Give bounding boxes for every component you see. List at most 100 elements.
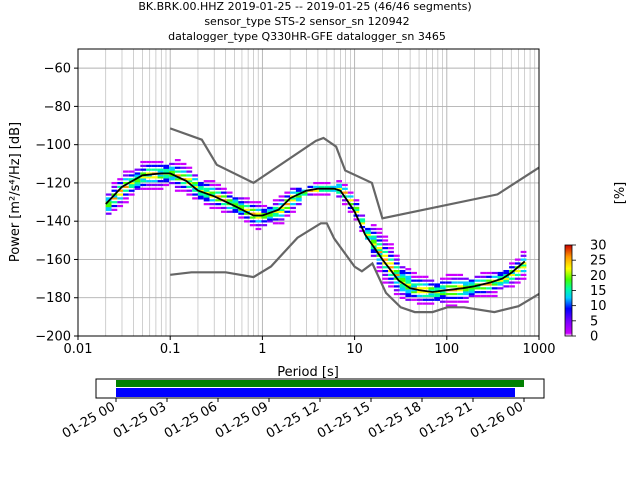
heatmap-cell	[463, 296, 469, 299]
heatmap-cell	[238, 204, 245, 208]
heatmap-cell	[123, 189, 129, 192]
heatmap-cell	[278, 208, 285, 211]
heatmap-cell	[134, 174, 141, 177]
heatmap-cell	[486, 287, 492, 290]
heatmap-cell	[123, 181, 129, 185]
heatmap-cell	[238, 212, 245, 215]
heatmap-cell	[313, 189, 319, 192]
heatmap-cell	[151, 168, 158, 171]
heatmap-cell	[393, 281, 400, 284]
heatmap-cell	[169, 178, 175, 181]
heatmap-cell	[215, 199, 222, 202]
heatmap-cell	[434, 292, 440, 296]
heatmap-cell	[169, 168, 175, 171]
heatmap-cell	[249, 201, 256, 204]
heatmap-cell	[244, 220, 250, 223]
heatmap-cell	[105, 208, 112, 211]
heatmap-cell	[163, 178, 170, 181]
heatmap-cell	[520, 254, 527, 257]
nlnm-curve	[170, 222, 540, 314]
heatmap-cell	[416, 291, 423, 294]
chart-title-line3: datalogger_type Q330HR-GFE datalogger_sn…	[168, 30, 446, 43]
heatmap-cell	[428, 287, 435, 290]
heatmap-cell	[457, 296, 464, 299]
heatmap-cell	[111, 197, 118, 200]
heatmap-cell	[434, 287, 440, 290]
heatmap-cell	[336, 191, 343, 194]
heatmap-cell	[278, 210, 285, 213]
heatmap-cell	[117, 185, 124, 189]
heatmap-cell	[411, 275, 417, 278]
heatmap-cell	[457, 300, 464, 303]
heatmap-cell	[416, 302, 423, 305]
heatmap-cell	[151, 187, 158, 190]
heatmap-cell	[186, 185, 193, 189]
heatmap-cell	[180, 185, 187, 189]
heatmap-cell	[388, 247, 394, 250]
heatmap-cell	[313, 193, 319, 196]
heatmap-cell	[278, 222, 285, 225]
heatmap-cell	[468, 289, 475, 292]
heatmap-cell	[393, 266, 400, 269]
heatmap-cell	[255, 201, 262, 204]
heatmap-cell	[244, 204, 250, 208]
heatmap-cell	[463, 281, 469, 284]
heatmap-cell	[272, 222, 279, 225]
heatmap-cell	[290, 187, 296, 190]
timeline-tick-label: 01-25 00	[60, 399, 118, 441]
heatmap-cell	[439, 281, 446, 284]
heatmap-cell	[422, 279, 429, 282]
heatmap-cell	[422, 302, 429, 305]
heatmap-cell	[503, 269, 510, 273]
heatmap-cell	[209, 191, 216, 194]
heatmap-cell	[393, 258, 400, 261]
heatmap-cell	[359, 218, 366, 221]
heatmap-cell	[232, 203, 239, 206]
heatmap-cell	[203, 180, 210, 183]
heatmap-cell	[474, 279, 481, 282]
heatmap-cell	[284, 206, 291, 210]
y-tick-label: −60	[44, 62, 71, 77]
heatmap-cell	[197, 181, 204, 185]
heatmap-cell	[261, 224, 268, 227]
heatmap-cell	[405, 283, 412, 286]
heatmap-cell	[146, 160, 152, 164]
heatmap-cell	[428, 298, 435, 301]
heatmap-cell	[238, 210, 245, 213]
heatmap-cell	[376, 250, 383, 254]
heatmap-cell	[157, 180, 164, 183]
heatmap-cell	[480, 287, 487, 290]
heatmap-cell	[468, 283, 475, 286]
heatmap-cell	[117, 204, 124, 208]
heatmap-cell	[388, 262, 394, 265]
heatmap-cell	[480, 271, 487, 275]
heatmap-cell	[376, 247, 383, 250]
heatmap-cell	[123, 185, 129, 189]
heatmap-cell	[445, 277, 452, 280]
heatmap-cell	[370, 248, 377, 252]
heatmap-cell	[174, 181, 181, 185]
heatmap-cell	[376, 248, 383, 252]
heatmap-cell	[272, 218, 279, 221]
heatmap-cell	[209, 193, 216, 196]
heatmap-cell	[434, 298, 440, 301]
heatmap-cell	[267, 220, 273, 223]
noise-models	[169, 127, 540, 314]
heatmap-cell	[422, 287, 429, 290]
heatmap-cell	[370, 227, 377, 231]
heatmap-cell	[105, 212, 112, 215]
heatmap-cell	[445, 300, 452, 303]
heatmap-cell	[174, 174, 181, 177]
heatmap-cell	[318, 185, 325, 189]
heatmap-cell	[105, 203, 112, 206]
heatmap-cell	[509, 285, 515, 288]
heatmap-cell	[422, 283, 429, 286]
heatmap-cell	[520, 250, 527, 254]
heatmap-cell	[434, 283, 440, 286]
heatmap-cell	[405, 294, 412, 298]
heatmap-cell	[376, 269, 383, 273]
heatmap-cell	[267, 208, 273, 211]
heatmap-cell	[376, 227, 383, 231]
heatmap-cell	[295, 191, 302, 194]
